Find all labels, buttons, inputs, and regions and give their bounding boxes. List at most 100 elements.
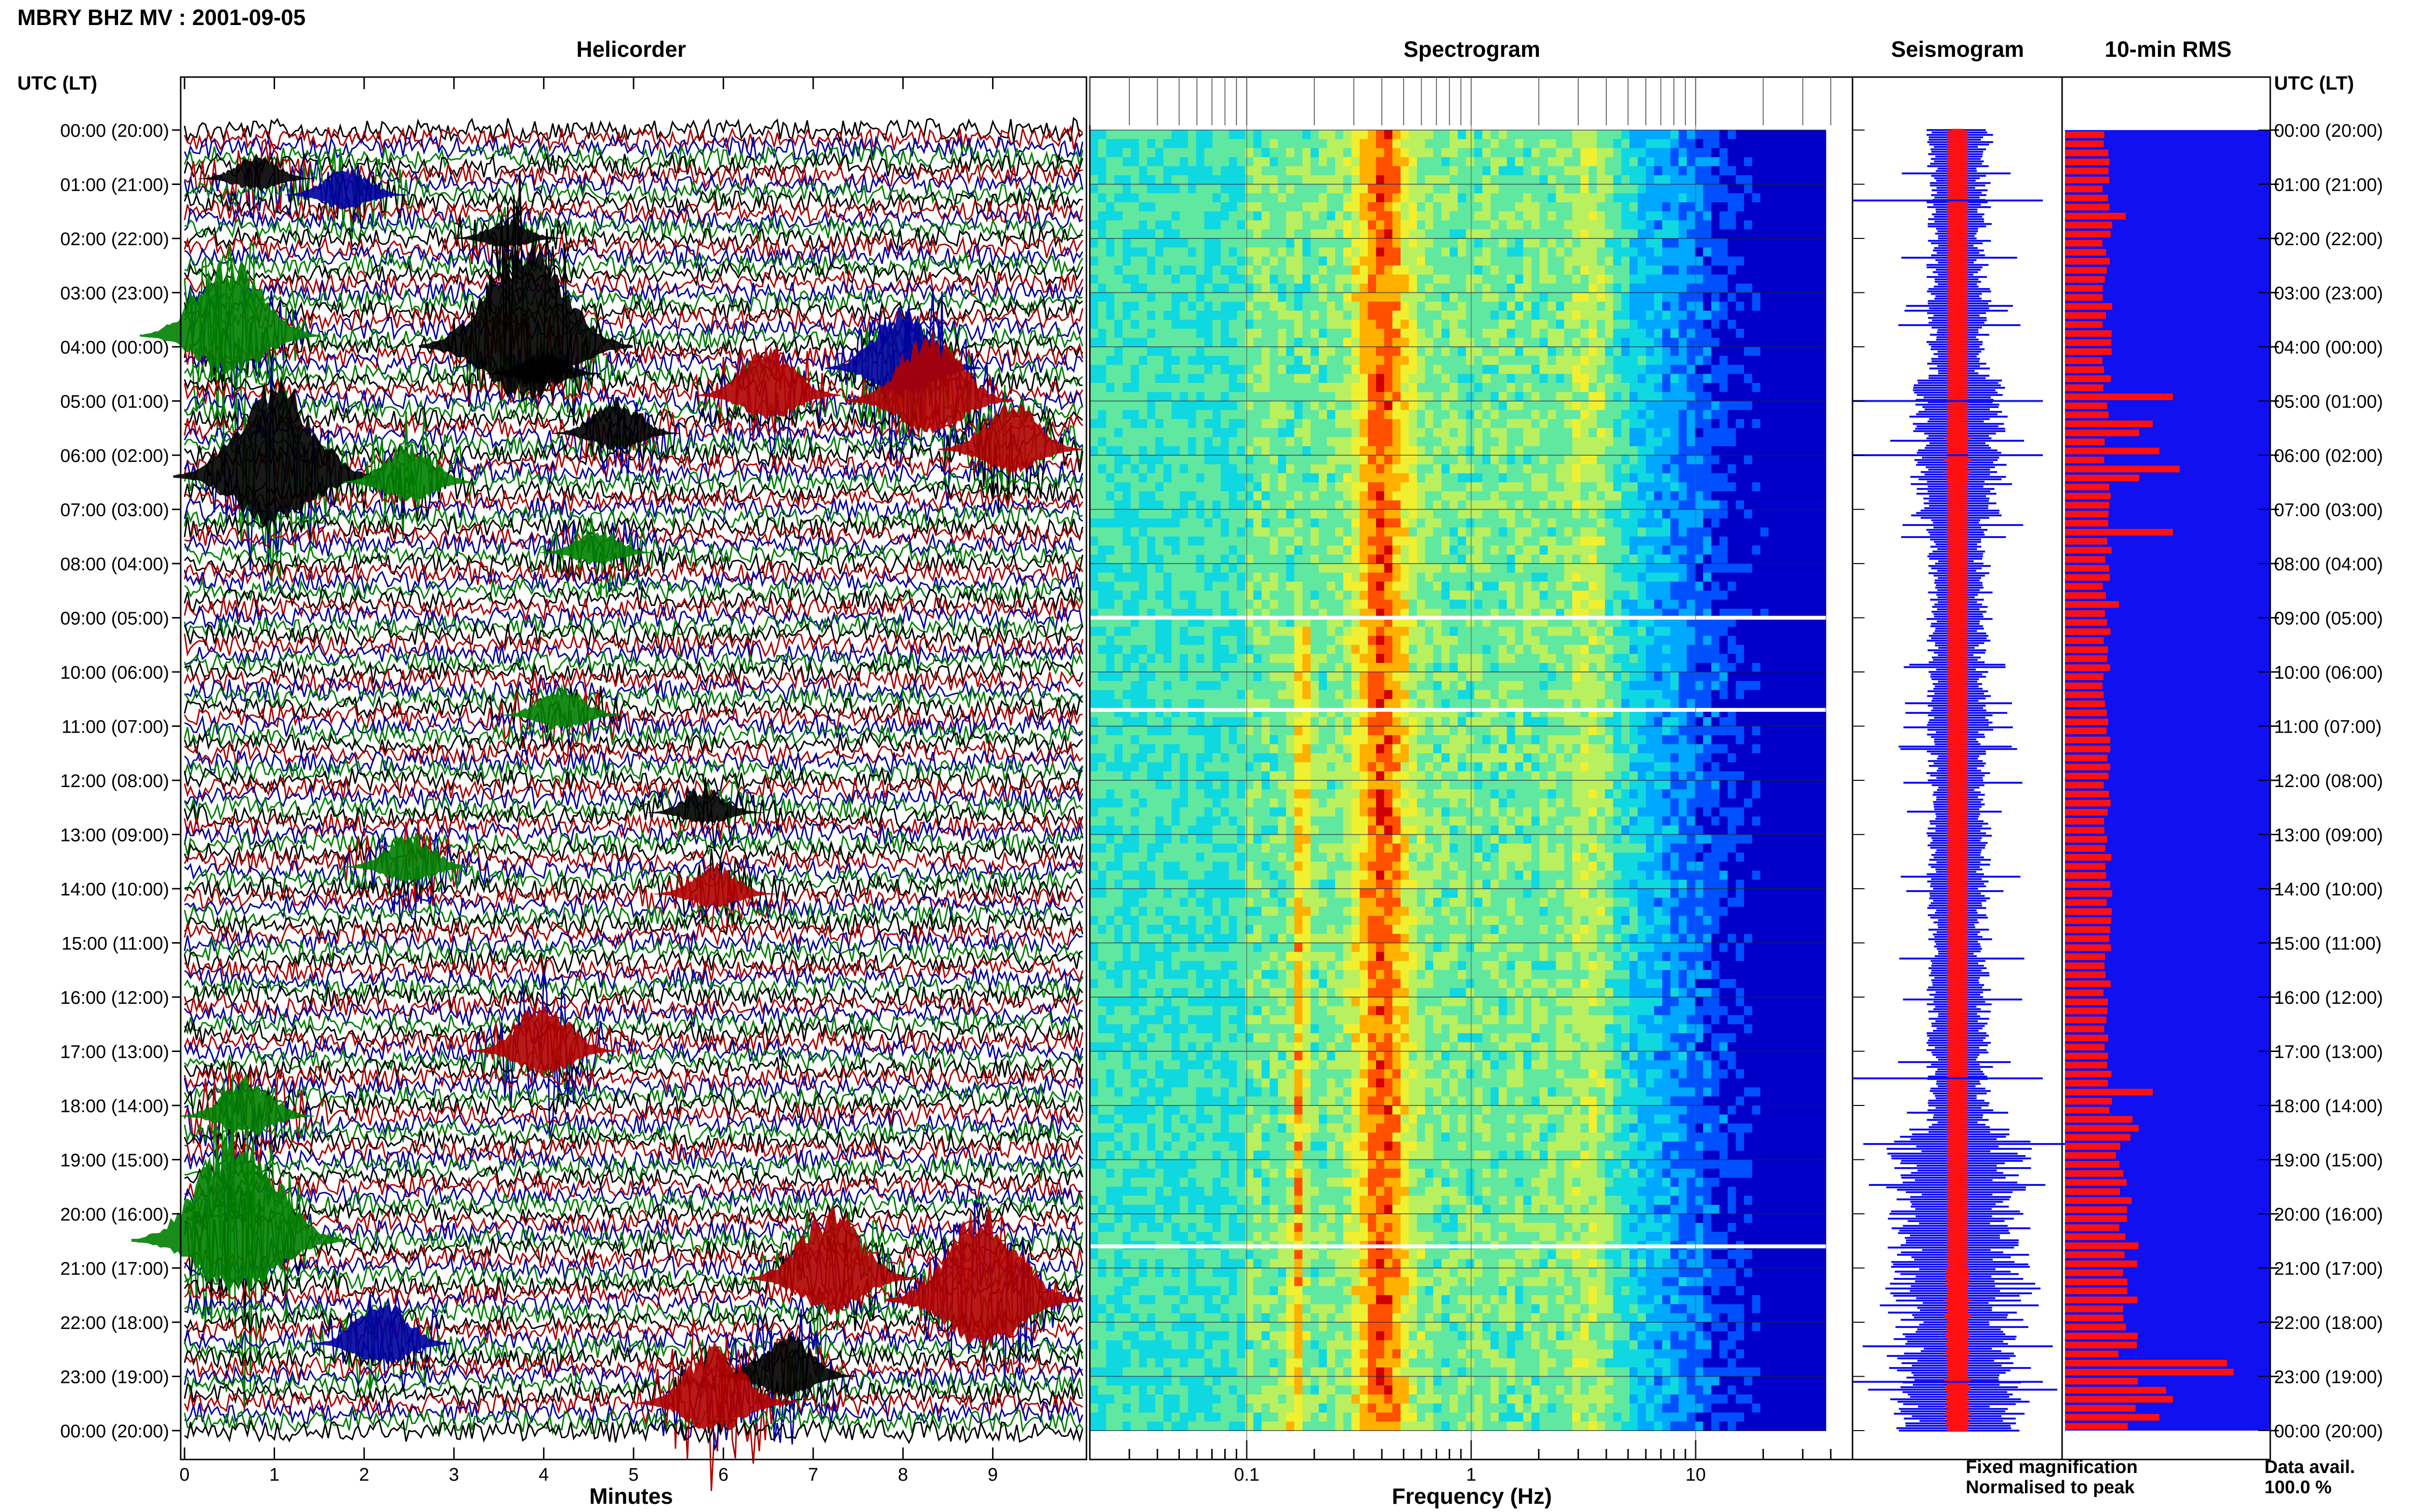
- spectrogram-cell: [1523, 139, 1532, 149]
- helicorder-trace: [184, 819, 1084, 902]
- spectrogram-cell: [1580, 220, 1589, 230]
- spectrogram-cell: [1310, 410, 1319, 420]
- spectrogram-cell: [1539, 265, 1549, 275]
- spectrogram-cell: [1220, 292, 1230, 302]
- spectrogram-cell: [1539, 256, 1549, 266]
- spectrogram-cell: [1416, 256, 1426, 266]
- spectrogram-cell: [1597, 211, 1606, 221]
- spectrogram-cell: [1703, 591, 1712, 600]
- spectrogram-cell: [1539, 554, 1549, 564]
- spectrogram-cell: [1237, 202, 1246, 212]
- spectrogram-cell: [1196, 139, 1205, 149]
- spectrogram-cell: [1613, 464, 1622, 474]
- spectrogram-cell: [1760, 365, 1769, 375]
- spectrogram-cell: [1498, 347, 1508, 356]
- spectrogram-cell: [1171, 401, 1180, 411]
- spectrogram-cell: [1760, 464, 1769, 474]
- spectrogram-cell: [1727, 148, 1736, 158]
- spectrogram-cell: [1662, 220, 1671, 230]
- spectrogram-cell: [1531, 518, 1540, 528]
- spectrogram-cell: [1188, 193, 1197, 203]
- spectrogram-cell: [1703, 148, 1712, 158]
- spectrogram-cell: [1687, 238, 1695, 248]
- spectrogram-cell: [1147, 410, 1156, 420]
- spectrogram-cell: [1474, 455, 1483, 465]
- spectrogram-cell: [1531, 329, 1540, 339]
- spectrogram-cell: [1629, 166, 1638, 176]
- spectrogram-cell: [1621, 139, 1630, 149]
- spectrogram-cell: [1270, 536, 1279, 546]
- spectrogram-cell: [1360, 527, 1368, 537]
- spectrogram-cell: [1523, 347, 1532, 356]
- spectrogram-cell: [1744, 401, 1753, 411]
- helicorder-trace: [184, 576, 1084, 604]
- spectrogram-cell: [1237, 166, 1246, 176]
- spectrogram-cell: [1392, 581, 1401, 592]
- spectrogram-cell: [1785, 437, 1794, 447]
- spectrogram-cell: [1605, 473, 1614, 483]
- spectrogram-cell: [1490, 166, 1499, 176]
- spectrogram-cell: [1130, 319, 1139, 329]
- spectrogram-cell: [1327, 220, 1336, 230]
- spectrogram-cell: [1515, 229, 1524, 239]
- spectrogram-cell: [1098, 166, 1107, 176]
- spectrogram-cell: [1245, 464, 1254, 474]
- spectrogram-cell: [1490, 600, 1499, 609]
- spectrogram-cell: [1368, 157, 1377, 167]
- spectrogram-cell: [1245, 392, 1254, 402]
- spectrogram-cell: [1425, 392, 1434, 402]
- spectrogram-cell: [1237, 292, 1246, 302]
- spectrogram-cell: [1523, 536, 1532, 546]
- spectrogram-cell: [1474, 319, 1483, 329]
- spectrogram-cell: [1605, 265, 1614, 275]
- spectrogram-cell: [1679, 148, 1687, 158]
- spectrogram-cell: [1163, 419, 1172, 429]
- spectrogram-cell: [1548, 392, 1557, 402]
- spectrogram-cell: [1114, 473, 1123, 483]
- spectrogram-cell: [1466, 600, 1475, 609]
- spectrogram-cell: [1679, 365, 1687, 375]
- spectrogram-cell: [1457, 482, 1467, 492]
- spectrogram-cell: [1638, 500, 1646, 510]
- spectrogram-cell: [1638, 166, 1646, 176]
- spectrogram-cell: [1629, 600, 1638, 609]
- spectrogram-cell: [1441, 572, 1450, 582]
- spectrogram-cell: [1212, 564, 1221, 573]
- spectrogram-cell: [1793, 482, 1802, 492]
- spectrogram-cell: [1548, 130, 1557, 140]
- spectrogram-cell: [1711, 329, 1720, 339]
- spectrogram-cell: [1229, 554, 1238, 564]
- spectrogram-cell: [1229, 347, 1238, 356]
- spectrogram-cell: [1425, 220, 1434, 230]
- spectrogram-cell: [1785, 527, 1794, 537]
- spectrogram-cell: [1360, 175, 1368, 185]
- spectrogram-cell: [1449, 455, 1458, 465]
- spectrogram-cell: [1638, 193, 1646, 203]
- spectrogram-cell: [1687, 591, 1695, 600]
- spectrogram-cell: [1597, 347, 1606, 356]
- spectrogram-cell: [1286, 428, 1295, 438]
- spectrogram-cell: [1327, 536, 1336, 546]
- spectrogram-cell: [1474, 527, 1483, 537]
- spectrogram-cell: [1727, 572, 1736, 582]
- spectrogram-cell: [1498, 527, 1508, 537]
- spectrogram-cell: [1785, 491, 1794, 501]
- spectrogram-cell: [1760, 202, 1769, 212]
- spectrogram-cell: [1400, 175, 1409, 185]
- spectrogram-cell: [1785, 184, 1794, 194]
- spectrogram-cell: [1466, 338, 1475, 347]
- spectrogram-cell: [1106, 509, 1115, 519]
- spectrogram-cell: [1253, 437, 1262, 447]
- spectrogram-cell: [1564, 193, 1573, 203]
- spectrogram-cell: [1564, 383, 1573, 393]
- spectrogram-cell: [1556, 564, 1565, 573]
- spectrogram-cell: [1090, 229, 1099, 239]
- helicorder-title: Helicorder: [576, 37, 686, 62]
- spectrogram-cell: [1744, 600, 1753, 609]
- spectrogram-cell: [1360, 166, 1368, 176]
- spectrogram-cell: [1212, 482, 1221, 492]
- spectrogram-cell: [1539, 166, 1549, 176]
- spectrogram-cell: [1768, 139, 1777, 149]
- spectrogram-cell: [1122, 392, 1131, 402]
- spectrogram-cell: [1360, 464, 1368, 474]
